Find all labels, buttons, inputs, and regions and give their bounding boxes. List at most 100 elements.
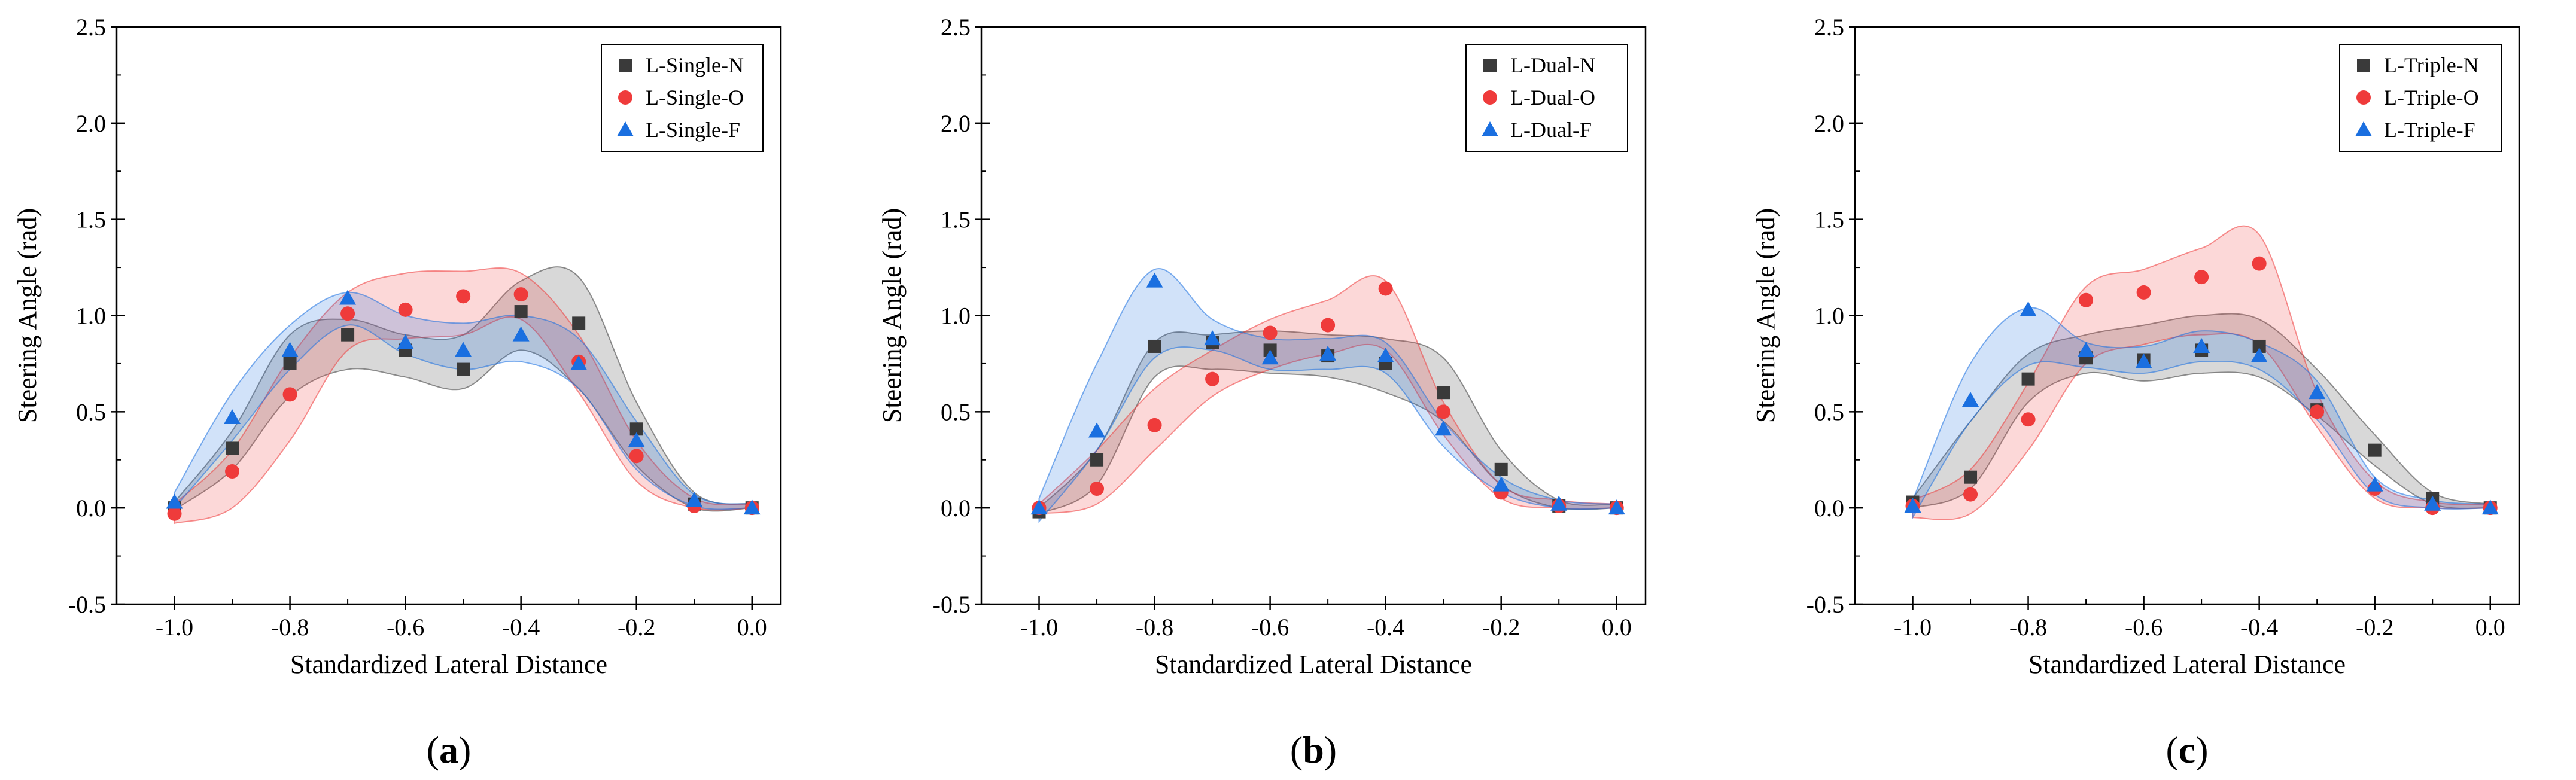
data-point bbox=[2252, 256, 2267, 271]
y-tick-label: 0.5 bbox=[941, 398, 971, 425]
data-point bbox=[2194, 270, 2209, 285]
data-point bbox=[1090, 482, 1105, 496]
data-point bbox=[457, 362, 470, 376]
data-point bbox=[167, 506, 182, 521]
panel-label-letter: a bbox=[439, 729, 458, 771]
chart-panel-c: -0.5 0.0 0.5 1.0 1.5 2.0 2.5 -1.0 -0.8 -0.6 -0.4 -0… bbox=[1751, 14, 2520, 771]
y-tick-label: 1.5 bbox=[1814, 206, 1844, 233]
data-point bbox=[1964, 470, 1978, 484]
x-tick-label: -1.0 bbox=[1894, 614, 1932, 641]
data-point bbox=[341, 328, 355, 342]
legend-marker bbox=[617, 121, 634, 136]
legend-marker bbox=[2356, 90, 2371, 105]
data-point bbox=[225, 464, 240, 479]
y-tick-label: 1.5 bbox=[941, 206, 971, 233]
y-tick-label: 0.0 bbox=[941, 495, 971, 522]
y-tick-label: 2.0 bbox=[76, 110, 106, 137]
legend-marker bbox=[618, 90, 632, 105]
y-tick-label: 0.0 bbox=[76, 495, 106, 522]
data-point bbox=[339, 290, 357, 305]
data-point bbox=[1494, 462, 1508, 476]
y-tick-label: -0.5 bbox=[933, 591, 971, 618]
legend-label: L-Single-O bbox=[646, 86, 744, 109]
y-axis-label: Steering Angle (rad) bbox=[877, 208, 907, 423]
x-axis-label: Standardized Lateral Distance bbox=[2028, 650, 2346, 679]
data-point bbox=[1147, 418, 1162, 432]
data-point bbox=[281, 342, 299, 357]
x-tick-label: -0.6 bbox=[387, 614, 424, 641]
legend-marker bbox=[1483, 59, 1497, 72]
data-point bbox=[456, 289, 471, 304]
data-point bbox=[2250, 348, 2268, 363]
x-axis-label: Standardized Lateral Distance bbox=[1155, 650, 1472, 679]
data-point bbox=[1321, 318, 1336, 333]
x-tick-label: -1.0 bbox=[1020, 614, 1058, 641]
data-point bbox=[1205, 371, 1220, 386]
panel-label-close: ) bbox=[2195, 729, 2208, 771]
data-point bbox=[513, 287, 528, 302]
data-point bbox=[1204, 330, 1221, 346]
panel-label: (c) bbox=[2166, 729, 2208, 771]
data-point bbox=[743, 499, 761, 515]
data-point bbox=[2310, 404, 2325, 419]
legend-marker bbox=[1483, 90, 1497, 105]
data-point bbox=[2252, 339, 2266, 353]
data-point bbox=[629, 422, 643, 436]
panel-label-letter: c bbox=[2179, 729, 2195, 771]
data-point bbox=[1963, 487, 1978, 502]
y-tick-label: 1.0 bbox=[76, 303, 106, 330]
legend-marker bbox=[2355, 121, 2372, 136]
data-point bbox=[686, 492, 703, 507]
x-tick-label: 0.0 bbox=[2475, 614, 2505, 641]
data-point bbox=[1550, 495, 1568, 511]
data-point bbox=[1377, 348, 1394, 363]
panel-label: (b) bbox=[1290, 729, 1337, 771]
data-point bbox=[2424, 495, 2441, 511]
y-tick-label: 0.5 bbox=[76, 398, 106, 425]
data-point bbox=[1261, 349, 1279, 365]
data-point bbox=[2078, 342, 2095, 357]
data-point bbox=[1608, 499, 1625, 515]
data-point bbox=[1435, 421, 1452, 436]
data-point bbox=[2481, 499, 2499, 515]
legend-label: L-Dual-F bbox=[1510, 118, 1592, 142]
y-tick-label: -0.5 bbox=[68, 591, 106, 618]
data-point bbox=[1030, 499, 1048, 515]
data-point bbox=[514, 305, 528, 319]
data-point bbox=[628, 432, 645, 447]
x-tick-label: -0.2 bbox=[618, 614, 655, 641]
data-point bbox=[1319, 345, 1337, 361]
data-point bbox=[1492, 476, 1510, 492]
legend-marker bbox=[1482, 121, 1498, 136]
legend: L-Dual-N L-Dual-O L-Dual-F bbox=[1465, 44, 1628, 152]
x-tick-label: -0.6 bbox=[1251, 614, 1289, 641]
data-point bbox=[2021, 372, 2035, 386]
data-point bbox=[2135, 353, 2152, 368]
data-point bbox=[1436, 404, 1451, 419]
legend-label: L-Triple-F bbox=[2384, 118, 2475, 142]
data-point bbox=[629, 449, 644, 464]
y-tick-label: 2.5 bbox=[76, 14, 106, 41]
x-tick-label: 0.0 bbox=[1602, 614, 1632, 641]
panel-label-letter: b bbox=[1303, 729, 1324, 771]
data-point bbox=[397, 334, 414, 349]
y-tick-label: 2.5 bbox=[1814, 14, 1844, 41]
x-tick-label: -0.8 bbox=[1136, 614, 1173, 641]
panel-label-open: ( bbox=[2166, 729, 2178, 771]
panel-label-open: ( bbox=[427, 729, 439, 771]
data-point bbox=[2366, 476, 2383, 492]
y-tick-label: 2.0 bbox=[1814, 110, 1844, 137]
y-tick-label: 1.0 bbox=[1814, 303, 1844, 330]
data-point bbox=[2309, 384, 2326, 400]
data-point bbox=[166, 493, 183, 509]
legend-marker bbox=[2357, 59, 2370, 72]
data-point bbox=[455, 342, 472, 357]
data-point bbox=[226, 441, 239, 455]
x-tick-label: -0.4 bbox=[502, 614, 540, 641]
legend-label: L-Single-F bbox=[646, 118, 740, 142]
legend-label: L-Single-N bbox=[646, 53, 744, 77]
legend: L-Single-N L-Single-O L-Single-F bbox=[601, 44, 764, 152]
data-point bbox=[1904, 497, 1921, 513]
data-point bbox=[340, 306, 355, 321]
